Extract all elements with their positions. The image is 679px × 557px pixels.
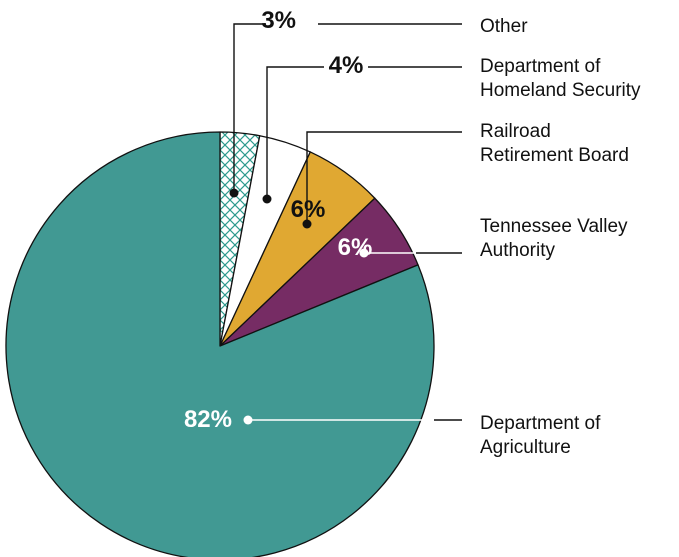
data-label-railroad-retirement-board: 6% (291, 196, 326, 223)
leader-line-railroad-retirement-board (306, 131, 462, 224)
leader-dot-railroad-retirement-board (302, 219, 312, 229)
leader-line-other (233, 23, 266, 193)
data-label-tennessee-valley-authority: 6% (338, 234, 373, 261)
data-label-other: 3% (261, 7, 296, 34)
data-label-department-of-agriculture: 82% (184, 406, 232, 433)
leader-dot-department-of-agriculture (243, 415, 253, 425)
pie-slice-department-of-agriculture (5, 131, 435, 557)
category-label-department-of-homeland-security: Department of Homeland Security (480, 56, 641, 101)
category-label-other: Other (480, 16, 528, 37)
category-label-tennessee-valley-authority: Tennessee Valley Authority (480, 216, 628, 261)
leader-line-department-of-homeland-security (266, 66, 324, 199)
category-label-department-of-agriculture: Department of Agriculture (480, 413, 601, 458)
leader-dot-tennessee-valley-authority (359, 248, 369, 258)
leader-dot-department-of-homeland-security (262, 194, 272, 204)
category-label-railroad-retirement-board: Railroad Retirement Board (480, 121, 629, 166)
leader-dot-other (229, 188, 239, 198)
data-label-department-of-homeland-security: 4% (329, 52, 364, 79)
